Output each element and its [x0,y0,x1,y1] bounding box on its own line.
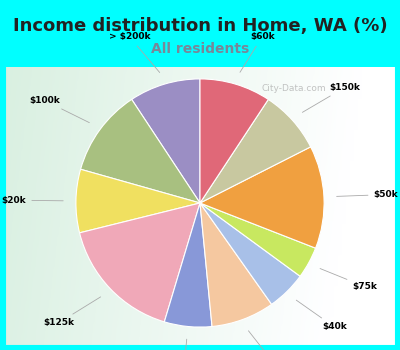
Wedge shape [76,169,200,233]
Text: > $200k: > $200k [108,32,160,72]
Text: All residents: All residents [151,42,249,56]
Text: $150k: $150k [302,83,360,112]
Wedge shape [200,147,324,248]
Text: $75k: $75k [320,268,377,291]
Wedge shape [164,203,212,327]
Wedge shape [200,99,311,203]
Wedge shape [200,203,272,327]
Text: $125k: $125k [43,297,100,327]
Wedge shape [80,99,200,203]
Wedge shape [200,203,316,276]
Text: $50k: $50k [337,190,398,199]
Text: $40k: $40k [296,300,346,331]
Text: $200k: $200k [248,331,291,350]
Wedge shape [200,203,300,304]
Text: $20k: $20k [2,196,63,205]
Text: $100k: $100k [29,96,89,122]
Text: Income distribution in Home, WA (%): Income distribution in Home, WA (%) [13,18,387,35]
Wedge shape [80,203,200,322]
Wedge shape [200,79,268,203]
Text: $30k: $30k [171,339,196,350]
Wedge shape [132,79,200,203]
Text: City-Data.com: City-Data.com [262,84,326,93]
Text: $60k: $60k [240,32,274,72]
